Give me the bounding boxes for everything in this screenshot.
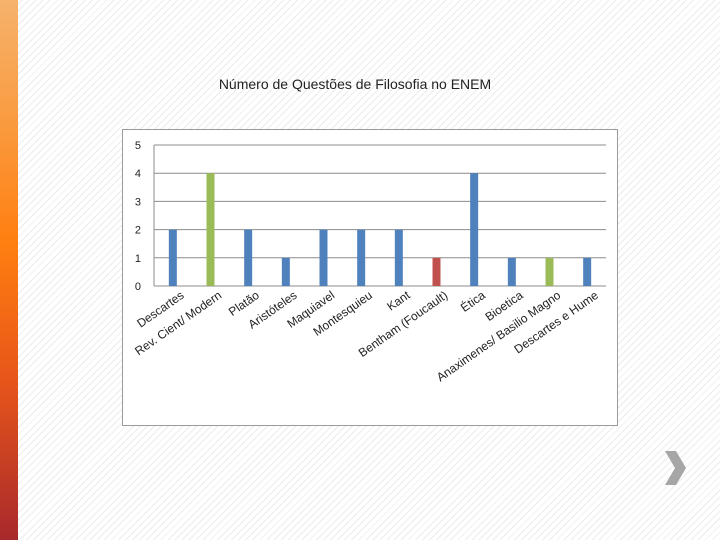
y-tick-label: 0	[135, 281, 141, 293]
side-accent-bar	[0, 0, 18, 540]
bar	[583, 257, 592, 286]
chart-title: Número de Questões de Filosofia no ENEM	[218, 76, 492, 92]
bar	[507, 257, 516, 286]
bar	[206, 173, 215, 286]
bar	[470, 173, 479, 286]
chevron-right-icon[interactable]	[660, 448, 690, 488]
y-tick-label: 4	[135, 168, 141, 180]
bar	[281, 257, 290, 286]
bar	[357, 229, 366, 286]
y-tick-label: 5	[135, 140, 141, 152]
bar	[432, 257, 441, 286]
chevron-right-shape	[665, 451, 686, 485]
y-tick-label: 3	[135, 196, 141, 208]
chart-frame: 0 1 2 3 4 5 Descartes Rev. Cient/ Modern Platão A…	[122, 129, 618, 426]
y-tick-label: 2	[135, 225, 141, 237]
bar	[168, 229, 177, 286]
bar	[319, 229, 328, 286]
bar	[244, 229, 253, 286]
x-tick-label: Kant	[384, 288, 413, 314]
y-tick-label: 1	[135, 253, 141, 265]
bar	[545, 257, 554, 286]
bar	[394, 229, 403, 286]
